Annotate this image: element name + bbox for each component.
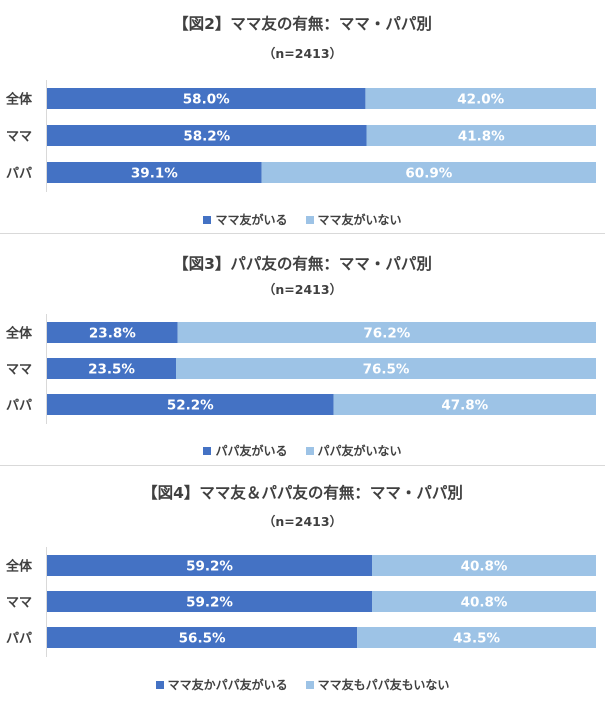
legend-swatch-secondary [305, 215, 314, 224]
chart-panel-fig4: 【図4】ママ友＆パパ友の有無：ママ・パパ別 （n=2413） 全体 59.2% 40… [0, 465, 605, 701]
legend-label: パパ友がいない [317, 444, 402, 458]
legend-item-secondary: ママ友もパパ友もいない [305, 676, 450, 693]
data-label: 58.2% [183, 129, 230, 145]
legend-label: ママ友かパパ友がいる [167, 678, 288, 692]
legend-label: ママ友がいる [215, 213, 288, 227]
bar-segment [366, 125, 596, 146]
bar-segment [372, 591, 596, 612]
legend-label: ママ友がいない [317, 213, 402, 227]
chart-subtitle: （n=2413） [262, 46, 343, 61]
data-label: 40.8% [461, 595, 508, 611]
category-label: 全体 [5, 559, 33, 575]
legend-label: パパ友がいる [215, 444, 288, 458]
chart-panel-fig2: 【図2】ママ友の有無：ママ・パパ別 （n=2413） 全体 58.0% 42.0% マ… [0, 0, 605, 233]
data-label: 76.2% [363, 326, 410, 342]
legend-label: ママ友もパパ友もいない [317, 678, 450, 692]
bar-segment [47, 125, 367, 146]
category-label: パパ [6, 632, 32, 647]
chart-title: 【図4】ママ友＆パパ友の有無：ママ・パパ別 [142, 484, 463, 502]
data-label: 59.2% [186, 595, 233, 611]
legend-item-secondary: パパ友がいない [305, 442, 402, 459]
data-label: 43.5% [453, 631, 500, 647]
category-label: パパ [6, 167, 32, 182]
data-label: 41.8% [458, 129, 505, 145]
data-label: 39.1% [131, 166, 178, 182]
category-label: パパ [6, 399, 32, 414]
chart-legend: ママ友かパパ友がいる ママ友もパパ友もいない [0, 676, 605, 693]
data-label: 23.5% [88, 362, 135, 378]
legend-swatch-secondary [305, 680, 314, 689]
bar-segment [47, 322, 178, 343]
chart-legend: ママ友がいる ママ友がいない [0, 211, 605, 228]
legend-item-primary: ママ友かパパ友がいる [155, 676, 288, 693]
legend-item-secondary: ママ友がいない [305, 211, 402, 228]
data-label: 23.8% [89, 326, 136, 342]
data-label: 59.2% [186, 559, 233, 575]
bar-segment [261, 162, 596, 183]
data-label: 47.8% [441, 398, 488, 414]
legend-swatch-secondary [305, 446, 314, 455]
chart-subtitle: （n=2413） [262, 514, 343, 529]
category-label: ママ [6, 130, 32, 145]
category-label: ママ [6, 363, 32, 378]
legend-swatch-primary [203, 215, 212, 224]
category-label: 全体 [5, 326, 33, 342]
stacked-bar-chart-fig2: 全体 58.0% 42.0% ママ 58.2% 41.8% パパ 39.1% 60.9% [5, 80, 596, 192]
category-label: 全体 [5, 92, 33, 108]
bar-segment [365, 88, 596, 109]
category-label: ママ [6, 596, 32, 611]
data-label: 52.2% [167, 398, 214, 414]
stacked-bar-chart-fig3: 全体 23.8% 76.2% ママ 23.5% 76.5% パパ 52.2% 47.8% [5, 314, 597, 424]
chart-legend: パパ友がいる パパ友がいない [0, 442, 605, 459]
chart-panel-fig3: 【図3】パパ友の有無：ママ・パパ別 （n=2413） 全体 23.8% 76.2% マ… [0, 233, 605, 465]
chart-title: 【図3】パパ友の有無：ママ・パパ別 [173, 255, 432, 273]
bar-segment [47, 358, 177, 379]
legend-swatch-primary [155, 680, 164, 689]
chart-subtitle: （n=2413） [262, 282, 343, 297]
bar-segment [176, 358, 596, 379]
data-label: 58.0% [183, 92, 230, 108]
bar-segment [47, 627, 358, 648]
chart-title: 【図2】ママ友の有無：ママ・パパ別 [173, 15, 432, 33]
bar-segment [47, 591, 373, 612]
bar-segment [333, 394, 596, 415]
bar-segment [357, 627, 596, 648]
bar-segment [47, 88, 366, 109]
legend-item-primary: パパ友がいる [203, 442, 288, 459]
data-label: 42.0% [457, 92, 504, 108]
data-label: 40.8% [461, 559, 508, 575]
bar-segment [177, 322, 597, 343]
data-label: 76.5% [363, 362, 410, 378]
data-label: 60.9% [405, 166, 452, 182]
bar-segment [372, 555, 596, 576]
stacked-bar-chart-fig4: 全体 59.2% 40.8% ママ 59.2% 40.8% パパ 56.5% 43.5% [5, 547, 596, 657]
bar-segment [47, 394, 334, 415]
bar-segment [47, 162, 262, 183]
legend-swatch-primary [203, 446, 212, 455]
data-label: 56.5% [179, 631, 226, 647]
bar-segment [47, 555, 373, 576]
legend-item-primary: ママ友がいる [203, 211, 288, 228]
